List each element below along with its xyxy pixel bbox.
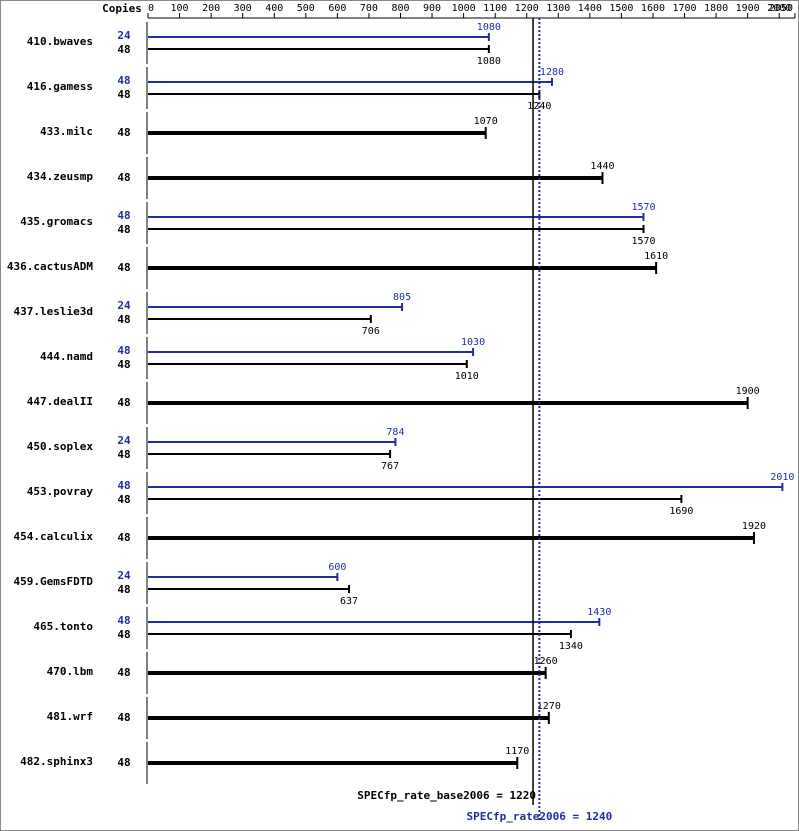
x-tick-label: 1000 <box>452 3 476 14</box>
x-tick-label: 1200 <box>515 3 539 14</box>
x-tick-label: 200 <box>202 3 220 14</box>
copies: 48 <box>117 313 130 326</box>
x-tick-label: 300 <box>234 3 252 14</box>
x-tick-label: 1700 <box>672 3 696 14</box>
x-tick-label: 0 <box>148 3 154 14</box>
base-value: 1260 <box>534 656 558 667</box>
copies: 48 <box>117 261 130 274</box>
copies: 48 <box>117 531 130 544</box>
copies: 24 <box>117 569 131 582</box>
base-value: 1270 <box>537 701 561 712</box>
copies: 48 <box>117 396 130 409</box>
copies: 48 <box>117 358 130 371</box>
peak-value: 1030 <box>461 337 485 348</box>
x-tick-label: 700 <box>360 3 378 14</box>
peak-value: 805 <box>393 292 411 303</box>
peak-value: 1570 <box>631 202 655 213</box>
benchmark-name: 459.GemsFDTD <box>14 575 94 588</box>
x-tick-label: 1100 <box>483 3 507 14</box>
benchmark-name: 465.tonto <box>33 620 93 633</box>
copies: 48 <box>117 756 130 769</box>
reference-label: SPECfp_rate2006 = 1240 <box>467 810 613 823</box>
base-value: 1080 <box>477 56 501 67</box>
copies: 48 <box>117 479 130 492</box>
base-value: 1610 <box>644 251 668 262</box>
copies: 48 <box>117 344 130 357</box>
peak-value: 1430 <box>587 607 611 618</box>
x-tick-label: 1300 <box>546 3 570 14</box>
copies: 48 <box>117 88 130 101</box>
copies: 48 <box>117 448 130 461</box>
x-tick-label: 800 <box>391 3 409 14</box>
x-tick-label: 600 <box>328 3 346 14</box>
benchmark-name: 481.wrf <box>47 710 93 723</box>
x-tick-label: 100 <box>171 3 189 14</box>
base-value: 637 <box>340 596 358 607</box>
reference-label: SPECfp_rate_base2006 = 1220 <box>357 789 536 802</box>
peak-value: 784 <box>386 427 404 438</box>
x-tick-label: 900 <box>423 3 441 14</box>
base-value: 767 <box>381 461 399 472</box>
benchmark-name: 437.leslie3d <box>14 305 93 318</box>
base-value: 1340 <box>559 641 583 652</box>
copies: 48 <box>117 209 130 222</box>
copies: 48 <box>117 583 130 596</box>
peak-value: 600 <box>328 562 346 573</box>
peak-value: 2010 <box>770 472 794 483</box>
copies: 48 <box>117 666 130 679</box>
x-tick-label: 1400 <box>578 3 602 14</box>
base-value: 706 <box>362 326 380 337</box>
benchmark-name: 433.milc <box>40 125 93 138</box>
base-value: 1920 <box>742 521 766 532</box>
benchmark-name: 410.bwaves <box>27 35 93 48</box>
peak-value: 1080 <box>477 22 501 33</box>
benchmark-name: 450.soplex <box>27 440 94 453</box>
base-value: 1440 <box>590 161 614 172</box>
copies: 48 <box>117 628 130 641</box>
benchmark-name: 447.dealII <box>27 395 93 408</box>
benchmark-name: 482.sphinx3 <box>20 755 93 768</box>
x-tick-label: 400 <box>265 3 283 14</box>
x-tick-label: 500 <box>297 3 315 14</box>
copies: 48 <box>117 493 130 506</box>
peak-value: 1280 <box>540 67 564 78</box>
copies: 48 <box>117 74 130 87</box>
benchmark-name: 416.gamess <box>27 80 93 93</box>
base-value: 1570 <box>631 236 655 247</box>
benchmark-name: 470.lbm <box>47 665 94 678</box>
base-value: 1900 <box>736 386 760 397</box>
benchmark-name: 444.namd <box>40 350 93 363</box>
x-tick-label: 1800 <box>704 3 728 14</box>
x-tick-label: 1600 <box>641 3 665 14</box>
base-value: 1170 <box>505 746 529 757</box>
copies: 24 <box>117 434 131 447</box>
copies: 48 <box>117 126 130 139</box>
base-value: 1010 <box>455 371 479 382</box>
benchmark-name: 453.povray <box>27 485 94 498</box>
copies: 48 <box>117 43 130 56</box>
copies: 48 <box>117 223 130 236</box>
copies: 24 <box>117 29 131 42</box>
x-tick-label: 2050 <box>769 3 793 14</box>
base-value: 1690 <box>669 506 693 517</box>
base-value: 1070 <box>474 116 498 127</box>
x-tick-label: 1900 <box>736 3 760 14</box>
benchmark-name: 435.gromacs <box>20 215 93 228</box>
benchmark-name: 434.zeusmp <box>27 170 94 183</box>
copies: 48 <box>117 614 130 627</box>
copies: 48 <box>117 711 130 724</box>
benchmark-name: 436.cactusADM <box>7 260 93 273</box>
copies-header: Copies <box>102 2 142 15</box>
benchmark-name: 454.calculix <box>14 530 94 543</box>
copies: 24 <box>117 299 131 312</box>
x-tick-label: 1500 <box>609 3 633 14</box>
x-tick-label: 2000 <box>767 3 791 14</box>
copies: 48 <box>117 171 130 184</box>
